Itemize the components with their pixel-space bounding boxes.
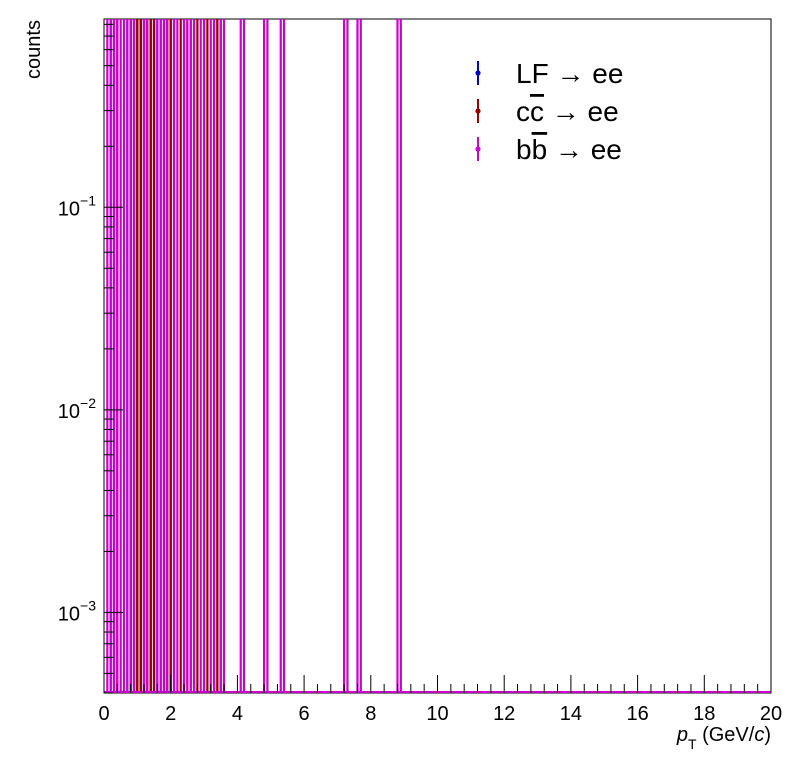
histogram-bin bbox=[219, 19, 226, 693]
x-axis-title-symbol: p bbox=[676, 724, 688, 746]
x-axis-title: pT (GeV/c) bbox=[676, 724, 771, 752]
histogram-bin bbox=[162, 19, 169, 693]
x-axis: 0 2 4 6 8 10 12 14 16 18 20 bbox=[98, 675, 782, 725]
x-tick-label: 16 bbox=[626, 703, 648, 725]
histogram-bin bbox=[156, 19, 162, 693]
histogram-bin bbox=[182, 19, 189, 693]
y-tick-base: 10 bbox=[58, 603, 80, 625]
legend-marker-point bbox=[475, 108, 481, 114]
y-tick-label: 10−1 bbox=[58, 192, 96, 220]
histogram-bin bbox=[396, 19, 402, 693]
histogram-bars bbox=[104, 19, 771, 693]
histogram-bin bbox=[129, 19, 136, 693]
x-tick-label: 10 bbox=[426, 703, 448, 725]
legend-label-prefix: b bbox=[516, 134, 532, 165]
histogram-bin bbox=[279, 19, 286, 693]
legend-label: bb → ee bbox=[516, 134, 622, 165]
x-axis-title-subscript: T bbox=[688, 736, 697, 752]
histogram-bin bbox=[142, 19, 149, 693]
y-tick-exponent: −3 bbox=[80, 597, 96, 613]
y-tick-exponent: −2 bbox=[80, 395, 96, 411]
y-tick-label: 10−3 bbox=[58, 597, 96, 625]
y-tick-base: 10 bbox=[58, 198, 80, 220]
x-tick-label: 14 bbox=[560, 703, 582, 725]
histogram-bin bbox=[106, 19, 112, 693]
histogram-bin bbox=[199, 19, 206, 693]
x-axis-title-unit: (GeV/ bbox=[697, 724, 755, 746]
legend-label-suffix: → ee bbox=[549, 58, 624, 89]
histogram-bin bbox=[149, 19, 156, 693]
legend-label-prefix: LF bbox=[516, 58, 549, 89]
x-tick-label: 20 bbox=[760, 703, 782, 725]
legend-label: LF → ee bbox=[516, 58, 623, 89]
histogram-bin bbox=[356, 19, 362, 693]
y-axis-title: counts bbox=[23, 20, 45, 79]
histogram-bin bbox=[262, 19, 269, 693]
x-tick-label: 4 bbox=[232, 703, 243, 725]
x-tick-label: 0 bbox=[98, 703, 109, 725]
histogram-bin bbox=[209, 19, 216, 693]
x-axis-title-unit-italic: c bbox=[754, 724, 764, 746]
legend-label-suffix: → ee bbox=[544, 96, 619, 127]
x-tick-label: 6 bbox=[299, 703, 310, 725]
x-tick-label: 18 bbox=[693, 703, 715, 725]
histogram-bin bbox=[239, 19, 246, 693]
histogram-bin bbox=[189, 19, 196, 693]
legend-label: cc → ee bbox=[516, 96, 619, 127]
x-tick-label: 8 bbox=[365, 703, 376, 725]
legend-marker-point bbox=[475, 70, 481, 76]
legend-entry: LF → ee bbox=[475, 58, 623, 89]
y-axis: 10−310−210−1 bbox=[58, 23, 123, 694]
x-axis-title-unit-end: ) bbox=[764, 724, 771, 746]
legend-entry: cc → ee bbox=[475, 96, 619, 127]
legend-label-prefix: c bbox=[516, 96, 530, 127]
legend-label-antiquark: c bbox=[530, 96, 544, 127]
histogram-bin bbox=[122, 19, 129, 693]
legend-label-suffix: → ee bbox=[547, 134, 622, 165]
y-tick-base: 10 bbox=[58, 401, 80, 423]
legend-label-antiquark: b bbox=[532, 134, 548, 165]
y-tick-exponent: −1 bbox=[80, 192, 96, 208]
histogram-bin bbox=[343, 19, 349, 693]
legend-marker-point bbox=[475, 146, 481, 152]
legend-entry: bb → ee bbox=[475, 134, 622, 165]
y-tick-label: 10−2 bbox=[58, 395, 96, 423]
histogram-bin bbox=[172, 19, 179, 693]
x-tick-label: 2 bbox=[165, 703, 176, 725]
histogram-bin bbox=[116, 19, 122, 693]
series-3-bins bbox=[106, 19, 402, 693]
x-tick-label: 12 bbox=[493, 703, 515, 725]
